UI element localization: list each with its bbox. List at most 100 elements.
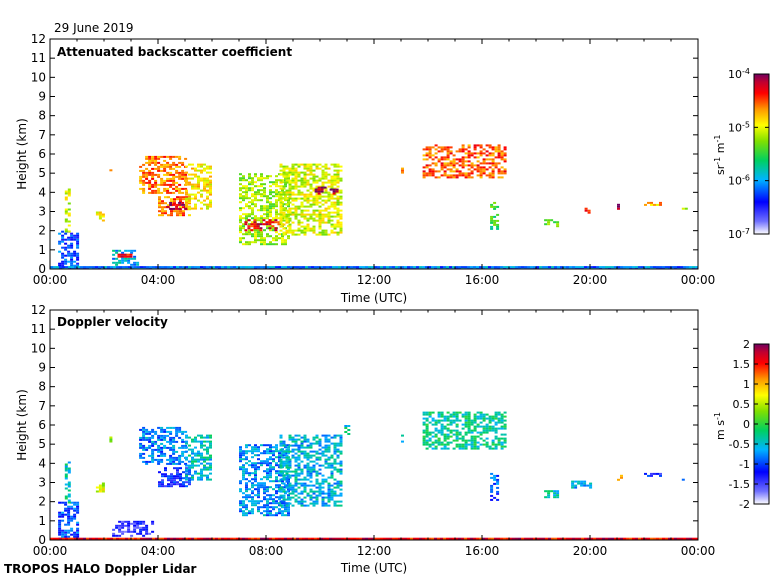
heatmap-cell xyxy=(167,485,170,488)
heatmap-cell xyxy=(163,428,167,431)
heatmap-cell xyxy=(154,185,158,188)
heatmap-cell xyxy=(443,447,447,450)
heatmap-cell xyxy=(315,193,319,196)
heatmap-cell xyxy=(554,266,557,269)
y-tick-label: 1 xyxy=(38,514,46,528)
heatmap-cell xyxy=(482,427,486,430)
heatmap-cell xyxy=(287,199,290,202)
heatmap-cell xyxy=(259,229,263,232)
heatmap-cell xyxy=(281,514,284,517)
heatmap-cell xyxy=(497,441,501,444)
heatmap-cell xyxy=(330,177,334,180)
heatmap-cell xyxy=(182,196,185,199)
heatmap-cell xyxy=(272,450,275,453)
heatmap-cell xyxy=(158,204,161,207)
heatmap-cell xyxy=(274,229,278,232)
heatmap-cell xyxy=(70,238,74,241)
heatmap-cell xyxy=(327,221,331,224)
heatmap-cell xyxy=(446,447,450,450)
heatmap-cell xyxy=(169,173,173,176)
heatmap-cell xyxy=(497,413,501,416)
heatmap-cell xyxy=(431,411,435,414)
heatmap-cell xyxy=(142,448,146,451)
heatmap-cell xyxy=(294,444,298,447)
heatmap-cell xyxy=(318,494,322,497)
heatmap-cell xyxy=(70,515,74,518)
heatmap-cell xyxy=(496,492,500,495)
heatmap-cell xyxy=(282,452,286,455)
heatmap-cell xyxy=(440,146,444,149)
heatmap-cell xyxy=(497,152,501,155)
heatmap-cell xyxy=(287,508,290,511)
heatmap-cell xyxy=(109,436,113,439)
heatmap-cell xyxy=(333,460,337,463)
heatmap-cell xyxy=(321,213,325,216)
heatmap-cell xyxy=(209,468,212,471)
heatmap-cell xyxy=(509,266,512,269)
heatmap-cell xyxy=(254,195,257,198)
heatmap-cell xyxy=(157,165,161,168)
heatmap-cell xyxy=(239,266,242,269)
heatmap-cell xyxy=(282,231,286,234)
heatmap-cell xyxy=(431,172,435,175)
heatmap-cell xyxy=(321,169,325,172)
heatmap-cell xyxy=(449,170,453,173)
heatmap-cell xyxy=(142,430,146,433)
heatmap-cell xyxy=(151,530,155,533)
heatmap-cell xyxy=(303,215,307,218)
heatmap-cell xyxy=(175,185,179,188)
heatmap-cell xyxy=(257,510,260,513)
heatmap-cell xyxy=(245,456,248,459)
heatmap-cell xyxy=(206,446,209,449)
heatmap-cell xyxy=(422,176,426,179)
heatmap-cell xyxy=(306,223,310,226)
heatmap-cell xyxy=(458,266,461,269)
heatmap-cell xyxy=(584,266,587,269)
heatmap-cell xyxy=(278,233,281,236)
heatmap-cell xyxy=(467,537,470,540)
heatmap-cell xyxy=(336,454,340,457)
heatmap-cell xyxy=(496,490,500,493)
y-tick-label: 5 xyxy=(38,437,46,451)
heatmap-cell xyxy=(294,181,298,184)
heatmap-cell xyxy=(335,190,339,193)
heatmap-cell xyxy=(98,537,101,540)
heatmap-cell xyxy=(452,429,456,432)
heatmap-cell xyxy=(545,266,548,269)
x-tick-label: 20:00 xyxy=(573,544,608,558)
heatmap-cell xyxy=(257,217,260,220)
heatmap-cell xyxy=(335,537,338,540)
heatmap-cell xyxy=(443,174,447,177)
heatmap-cell xyxy=(151,177,155,180)
heatmap-cell xyxy=(503,419,507,422)
heatmap-cell xyxy=(163,181,167,184)
heatmap-cell xyxy=(245,506,248,509)
heatmap-cell xyxy=(503,154,507,157)
heatmap-cell xyxy=(185,456,188,459)
heatmap-cell xyxy=(257,177,260,180)
heatmap-cell xyxy=(324,215,328,218)
heatmap-cell xyxy=(248,243,251,246)
heatmap-cell xyxy=(245,468,248,471)
heatmap-cell xyxy=(479,166,483,169)
heatmap-cell xyxy=(491,415,495,418)
heatmap-cell xyxy=(464,417,468,420)
heatmap-cell xyxy=(324,175,328,178)
heatmap-cell xyxy=(617,266,620,269)
heatmap-cell xyxy=(272,219,275,222)
heatmap-cell xyxy=(175,187,179,190)
heatmap-cell xyxy=(470,447,474,450)
heatmap-cell xyxy=(145,171,149,174)
heatmap-cell xyxy=(142,520,146,523)
heatmap-cell xyxy=(139,436,143,439)
heatmap-cell xyxy=(275,478,278,481)
heatmap-cell xyxy=(330,175,334,178)
heatmap-cell xyxy=(163,189,167,192)
heatmap-cell xyxy=(297,492,301,495)
heatmap-cell xyxy=(318,440,322,443)
heatmap-cell xyxy=(215,266,218,269)
heatmap-cell xyxy=(580,480,584,483)
heatmap-cell xyxy=(496,213,500,216)
heatmap-cell xyxy=(248,488,251,491)
heatmap-cell xyxy=(169,436,173,439)
